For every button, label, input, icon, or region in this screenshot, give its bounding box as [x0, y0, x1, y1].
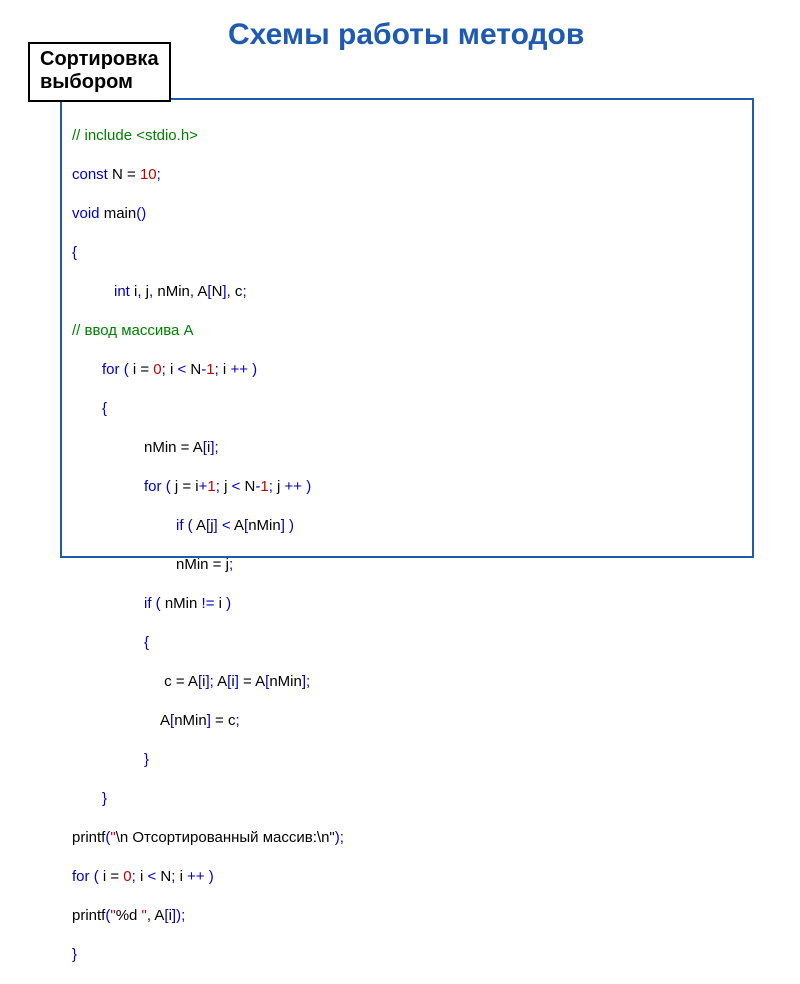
txt: A	[151, 907, 164, 924]
txt: = c	[211, 712, 236, 729]
txt: nMin	[153, 283, 190, 300]
pun: ++	[285, 478, 303, 495]
kw-if: if	[144, 595, 152, 612]
txt: N	[186, 361, 201, 378]
pun: ++	[230, 361, 248, 378]
pun: );	[176, 907, 185, 924]
pun: ;	[229, 556, 233, 573]
kw-int: int	[114, 283, 130, 300]
kw-void: void	[72, 205, 100, 222]
txt: \n Отсортированный массив:\n"	[116, 829, 335, 846]
txt: %d	[116, 907, 142, 924]
brace: {	[72, 244, 77, 261]
txt: N	[240, 478, 255, 495]
txt: i	[214, 595, 226, 612]
txt: A	[194, 283, 207, 300]
kw-for: for	[72, 868, 90, 885]
txt: nMin	[161, 595, 202, 612]
code-comment: // include <stdio.h>	[72, 127, 198, 144]
txt: i	[166, 361, 178, 378]
txt: i	[219, 361, 231, 378]
txt: nMin	[174, 712, 207, 729]
label-line-2: выбором	[40, 71, 159, 94]
txt: nMin = A	[144, 439, 203, 456]
txt: i	[136, 868, 148, 885]
num: 1	[207, 478, 215, 495]
page-title: Схемы работы методов	[228, 18, 584, 52]
code-container: // include <stdio.h> const N = 10; void …	[60, 98, 754, 558]
brace: {	[102, 400, 107, 417]
txt: N	[212, 283, 223, 300]
kw-for: for	[144, 478, 162, 495]
code-comment: // ввод массива A	[72, 322, 194, 339]
pun: )	[205, 868, 214, 885]
txt: j = i	[171, 478, 199, 495]
txt: A	[214, 673, 227, 690]
brace: }	[102, 790, 107, 807]
txt: = A	[239, 673, 265, 690]
num: 10	[140, 166, 157, 183]
num: 1	[260, 478, 268, 495]
num: 0	[153, 361, 161, 378]
pun: )	[302, 478, 311, 495]
txt: nMin	[248, 517, 281, 534]
txt: N =	[108, 166, 140, 183]
txt: A	[160, 712, 170, 729]
brace: }	[144, 751, 149, 768]
txt: N	[156, 868, 171, 885]
txt: j	[273, 478, 285, 495]
brace: }	[72, 946, 77, 963]
txt: j	[220, 478, 232, 495]
kw-if: if	[176, 517, 184, 534]
txt: A	[193, 517, 206, 534]
kw-const: const	[72, 166, 108, 183]
pun: <	[222, 517, 231, 534]
kw-for: for	[102, 361, 120, 378]
txt: A	[231, 517, 244, 534]
txt: main	[100, 205, 137, 222]
txt: i =	[99, 868, 124, 885]
label-line-1: Сортировка	[40, 48, 159, 71]
num: 1	[206, 361, 214, 378]
pun: ;	[235, 712, 239, 729]
pun: !=	[202, 595, 215, 612]
pun: );	[335, 829, 344, 846]
code-block: // include <stdio.h> const N = 10; void …	[72, 106, 742, 984]
txt: nMin = j	[176, 556, 229, 573]
txt: c	[231, 283, 243, 300]
pun: <	[177, 361, 186, 378]
txt: printf	[72, 829, 105, 846]
pun: ;	[214, 439, 218, 456]
txt: j	[142, 283, 150, 300]
pun: ++	[187, 868, 205, 885]
num: 0	[123, 868, 131, 885]
brace: {	[144, 634, 149, 651]
pun: <	[147, 868, 156, 885]
txt: c = A	[160, 673, 198, 690]
algorithm-label-box: Сортировка выбором	[28, 42, 171, 102]
txt: i =	[129, 361, 154, 378]
txt: nMin	[269, 673, 302, 690]
pun: )	[285, 517, 294, 534]
pun: )	[226, 595, 231, 612]
txt: i	[175, 868, 187, 885]
pun: ()	[136, 205, 146, 222]
pun: ;	[306, 673, 310, 690]
pun: ;	[157, 166, 161, 183]
pun: ;	[242, 283, 246, 300]
pun: )	[248, 361, 257, 378]
txt: printf	[72, 907, 105, 924]
